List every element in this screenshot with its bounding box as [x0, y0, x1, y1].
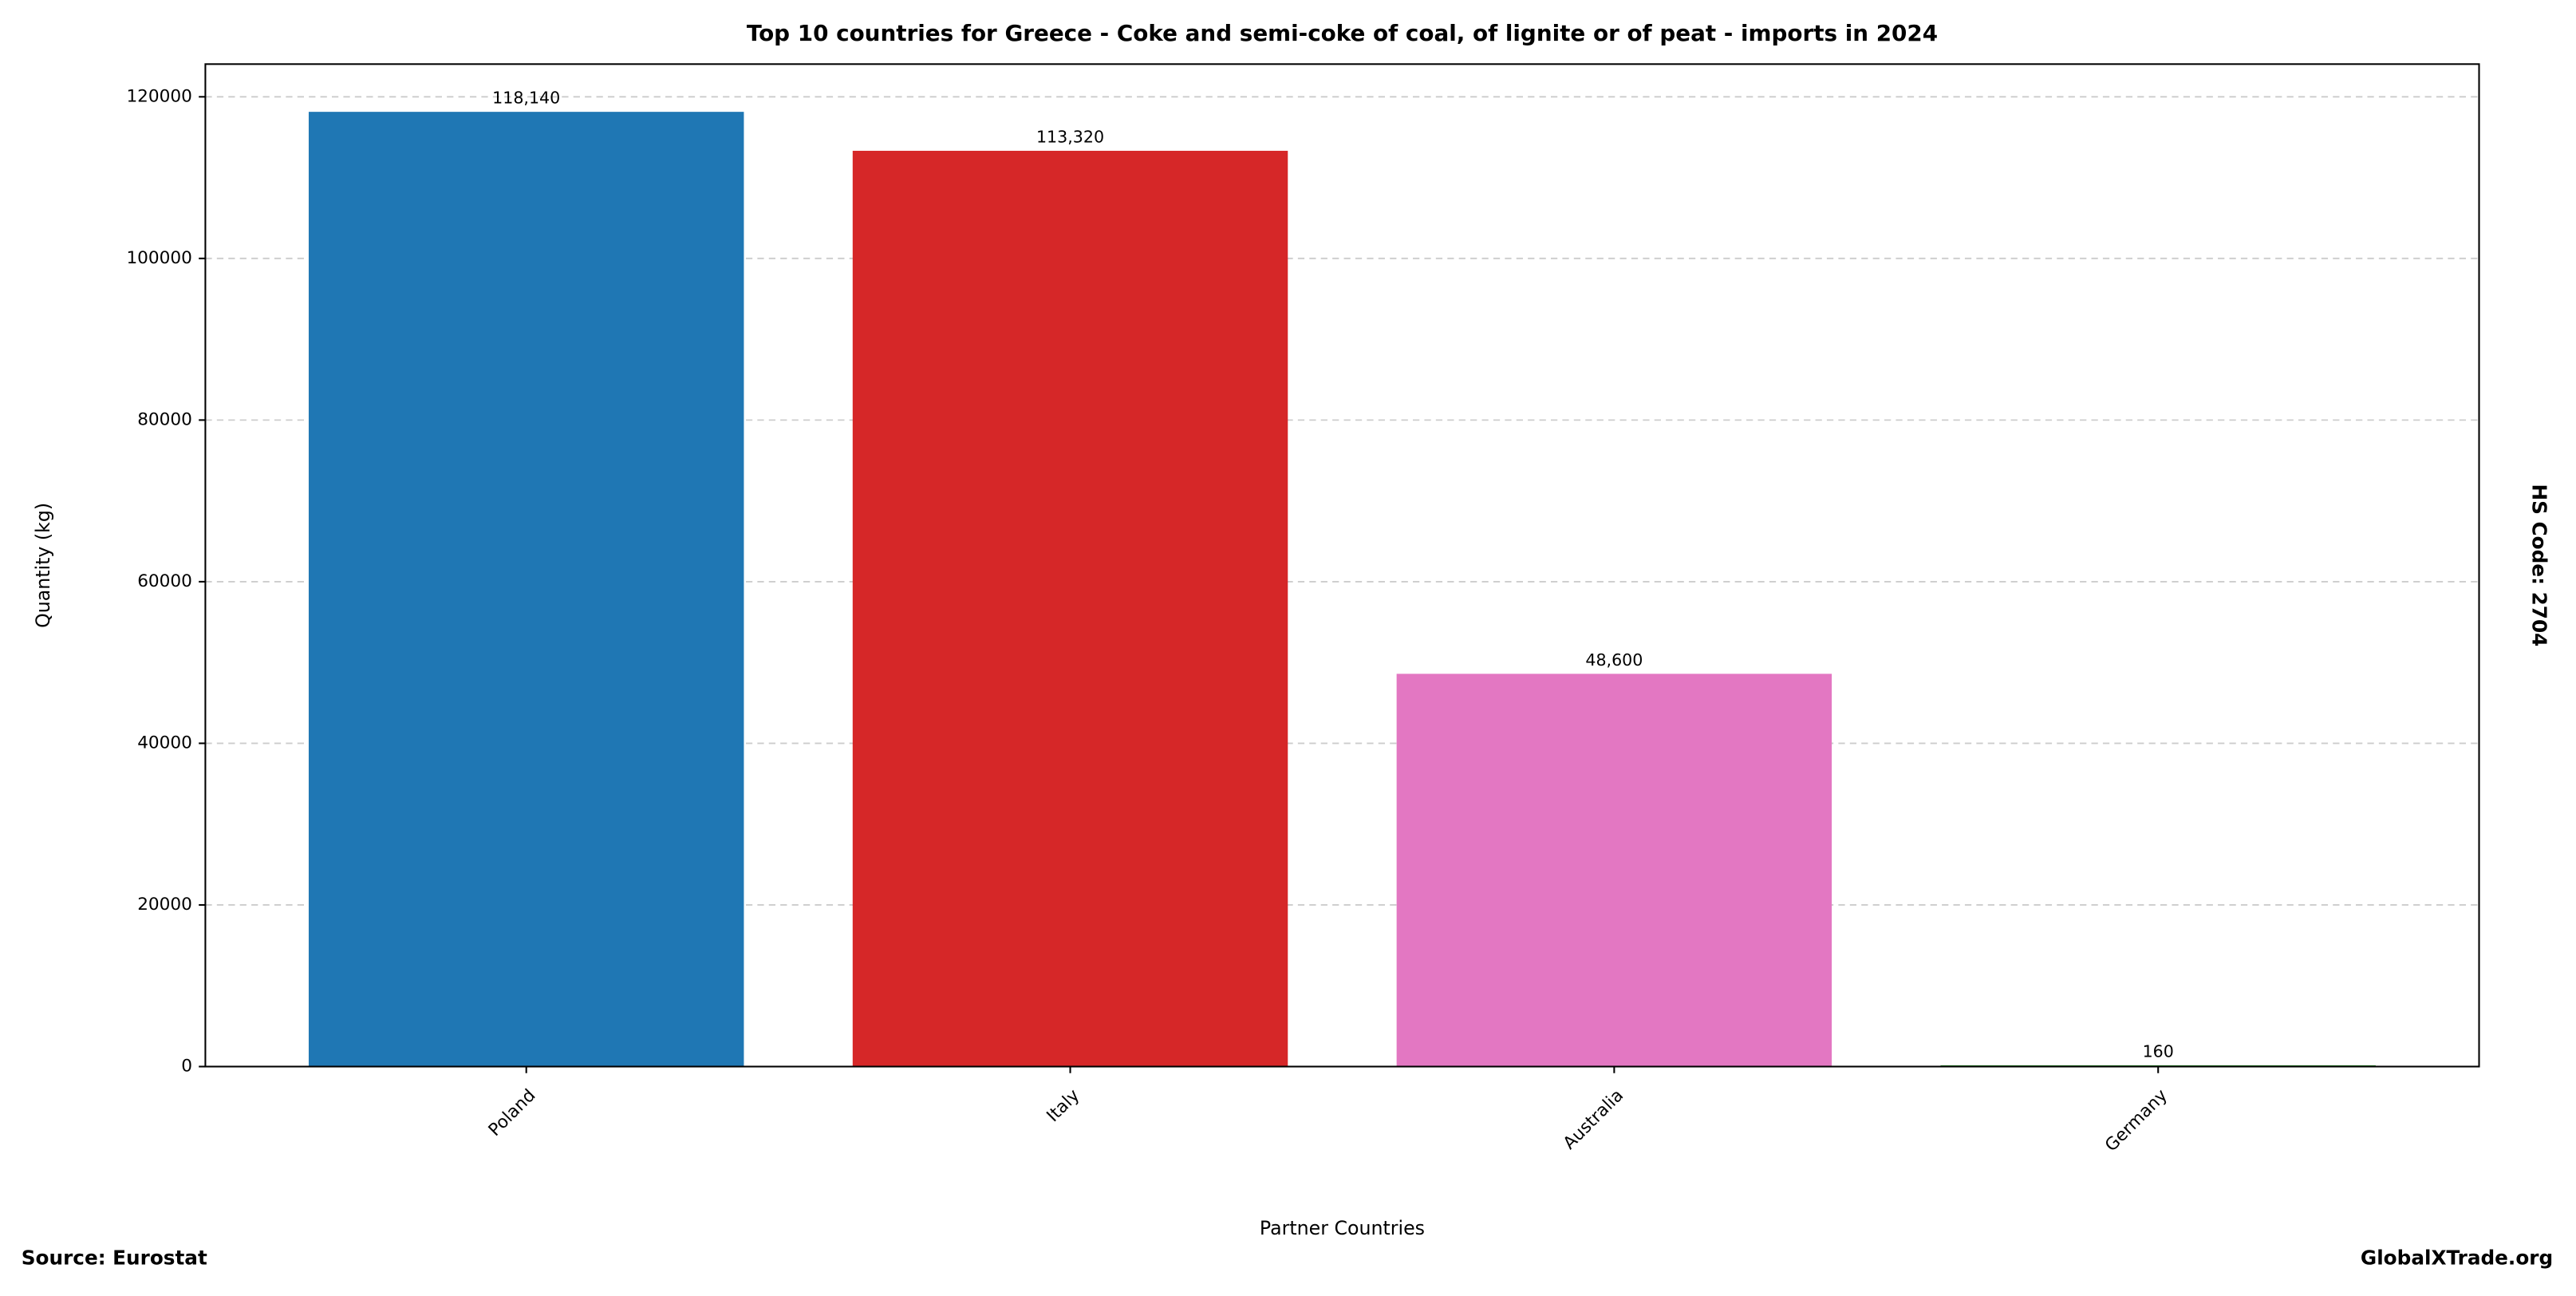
- bar: [852, 150, 1288, 1067]
- y-axis-label: Quantity (kg): [32, 503, 54, 628]
- y-tick-label: 20000: [137, 895, 192, 915]
- value-label: 48,600: [1585, 650, 1643, 670]
- y-tick-label: 120000: [126, 86, 192, 106]
- x-tick-label: Australia: [1560, 1085, 1627, 1153]
- plot-frame: [204, 63, 2480, 1068]
- bar: [308, 112, 744, 1067]
- y-tick-label: 80000: [137, 409, 192, 429]
- site: GlobalXTrade.org: [2361, 1246, 2553, 1269]
- chart-title: Top 10 countries for Greece - Coke and s…: [747, 20, 1938, 46]
- y-tick-label: 100000: [126, 248, 192, 268]
- y-tick-label: 40000: [137, 733, 192, 753]
- x-tick-label: Poland: [485, 1085, 540, 1140]
- y-tick-label: 0: [181, 1057, 192, 1077]
- value-label: 160: [2143, 1041, 2174, 1061]
- source: Source: Eurostat: [22, 1246, 207, 1269]
- value-label: 113,320: [1036, 127, 1104, 146]
- bar: [1396, 674, 1832, 1067]
- x-tick-label: Germany: [2101, 1085, 2172, 1156]
- y-tick-label: 60000: [137, 571, 192, 591]
- side-label: HS Code: 2704: [2528, 484, 2551, 646]
- value-label: 118,140: [492, 89, 560, 108]
- x-axis-label: Partner Countries: [1260, 1217, 1425, 1239]
- x-tick-label: Italy: [1043, 1085, 1083, 1126]
